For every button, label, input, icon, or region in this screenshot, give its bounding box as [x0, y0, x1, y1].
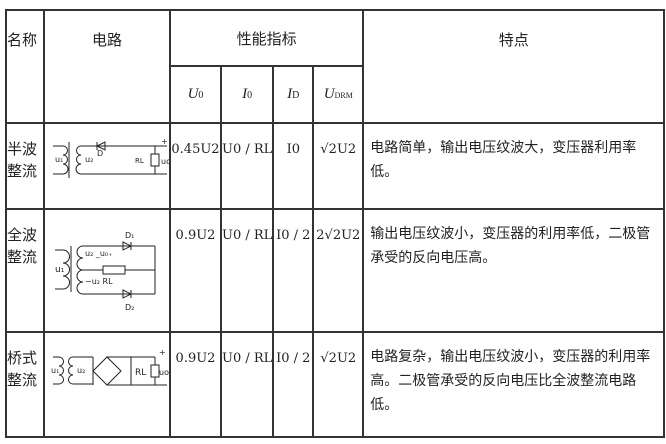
full-wave-circuit-diagram: D₁ D₂ u₂ _u₀₊ −u₂ RL u₁ [43, 208, 171, 333]
header-i0: I0 [219, 65, 275, 124]
svg-text:−u₂ RL: −u₂ RL [85, 277, 113, 286]
id-value: I0 / 2 [272, 331, 315, 438]
table-row: 全波 整流 D₁ D₂ u₂ _u₀₊ −u₂ RL u₁ 0.9U2 U0 / … [5, 208, 666, 333]
u0-value: 0.45U2 [169, 122, 222, 210]
header-udrm: UDRM [312, 65, 365, 124]
udrm-value: 2√2U2 [312, 208, 365, 333]
feature-text: 电路简单，输出电压纹波大，变压器利用率低。 [362, 122, 666, 210]
header-i0-label: I0 [242, 86, 253, 102]
i0-value: U0 / RL [219, 122, 275, 210]
header-name: 名称 [5, 9, 45, 124]
header-metrics: 性能指标 [168, 9, 365, 67]
header-u0-label: U0 [187, 86, 204, 102]
rectifier-comparison-table: 名称 电路 性能指标 特点 U0 I0 ID UDRM 半波 整流 u₁ u₂ D… [5, 9, 666, 438]
svg-text:uo: uo [161, 157, 169, 166]
svg-text:u₂ _u₀₊: u₂ _u₀₊ [85, 249, 112, 258]
svg-text:RL: RL [135, 368, 146, 378]
half-wave-circuit-diagram: u₁ u₂ D RL + uo [43, 122, 171, 210]
header-circuit: 电路 [43, 9, 171, 124]
id-value: I0 / 2 [272, 208, 315, 333]
row-name: 半波 整流 [5, 122, 45, 210]
id-value: I0 [272, 122, 315, 210]
svg-text:uo: uo [159, 368, 169, 377]
row-name: 桥式 整流 [5, 331, 45, 438]
header-id-label: ID [287, 86, 300, 102]
table-row: 桥式 整流 u₁ u₂ RL + uo 0.9U2 U0 / RL I0 / 2 … [5, 331, 666, 438]
header-id: ID [272, 65, 315, 124]
udrm-value: √2U2 [312, 122, 365, 210]
feature-text: 输出电压纹波小，变压器的利用率低，二极管承受的反向电压高。 [362, 208, 666, 333]
svg-text:u₂: u₂ [77, 366, 85, 375]
svg-text:u₁: u₁ [55, 265, 65, 275]
table-row: 半波 整流 u₁ u₂ D RL + uo 0.45U2 U0 / RL I0 √… [5, 122, 666, 210]
u0-value: 0.9U2 [169, 331, 222, 438]
svg-text:u₁: u₁ [55, 155, 63, 164]
svg-text:D₁: D₁ [125, 231, 134, 240]
i0-value: U0 / RL [219, 208, 275, 333]
svg-text:u₁: u₁ [51, 366, 59, 375]
svg-text:D: D [97, 149, 103, 158]
svg-text:u₂: u₂ [85, 155, 93, 164]
svg-text:D₂: D₂ [125, 303, 134, 312]
row-name: 全波 整流 [5, 208, 45, 333]
header-udrm-label: UDRM [323, 86, 353, 102]
u0-value: 0.9U2 [169, 208, 222, 333]
header-features: 特点 [362, 9, 666, 124]
feature-text: 电路复杂，输出电压纹波小，变压器的利用率高。二极管承受的反向电压比全波整流电路低… [362, 331, 666, 438]
bridge-circuit-diagram: u₁ u₂ RL + uo [43, 331, 171, 438]
udrm-value: √2U2 [312, 331, 365, 438]
header-u0: U0 [169, 65, 222, 124]
i0-value: U0 / RL [219, 331, 275, 438]
svg-text:+: + [161, 137, 168, 146]
svg-text:RL: RL [135, 157, 144, 165]
svg-text:+: + [159, 348, 166, 357]
